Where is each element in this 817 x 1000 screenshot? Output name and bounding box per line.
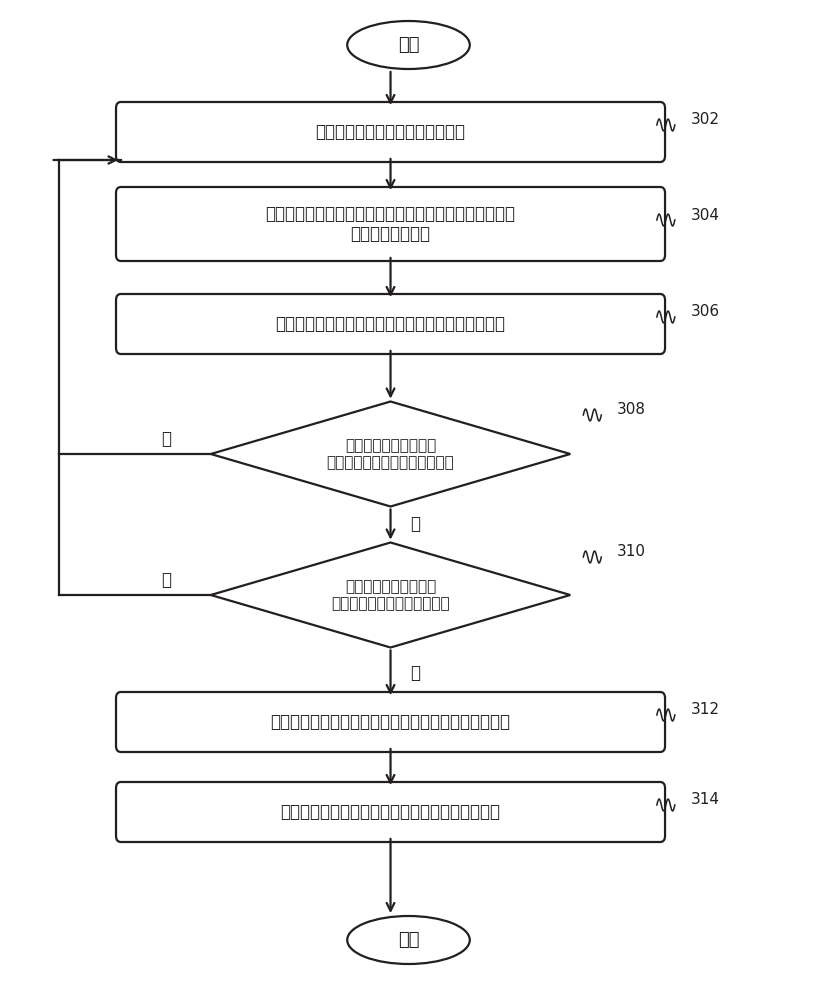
Text: 306: 306 (690, 304, 720, 320)
Polygon shape (211, 542, 570, 648)
FancyBboxPatch shape (116, 782, 665, 842)
Text: 是: 是 (410, 664, 420, 682)
Text: 将所述第二数据类型下的数据传输速度降低至预定速度: 将所述第二数据类型下的数据传输速度降低至预定速度 (270, 713, 511, 731)
Text: 302: 302 (690, 112, 719, 127)
Text: 根据调度策略选择信息，在多个数据调度策略中选择数据
流量监测传输策略: 根据调度策略选择信息，在多个数据调度策略中选择数据 流量监测传输策略 (266, 205, 516, 243)
Text: 312: 312 (690, 702, 719, 718)
Ellipse shape (347, 916, 470, 964)
FancyBboxPatch shape (116, 187, 665, 261)
Text: 304: 304 (690, 208, 719, 223)
Text: 在管理信息区中获取配电业务数据: 在管理信息区中获取配电业务数据 (315, 123, 466, 141)
Ellipse shape (347, 21, 470, 69)
FancyBboxPatch shape (116, 692, 665, 752)
Text: 308: 308 (617, 402, 645, 418)
Text: 判断所述配电业务数据
的数据类型是否为第一数据类型: 判断所述配电业务数据 的数据类型是否为第一数据类型 (327, 438, 454, 470)
Text: 310: 310 (617, 544, 645, 560)
Text: 结束: 结束 (398, 931, 419, 949)
Text: 否: 否 (161, 430, 171, 448)
Text: 是: 是 (410, 516, 420, 533)
FancyBboxPatch shape (116, 102, 665, 162)
Polygon shape (211, 401, 570, 506)
Text: 开始: 开始 (398, 36, 419, 54)
Text: 判断所述配电业务数据
的数据量是否达到第一预定値: 判断所述配电业务数据 的数据量是否达到第一预定値 (331, 579, 450, 611)
Text: 将所述配电业务数据分配至对应数据类型的存储位置: 将所述配电业务数据分配至对应数据类型的存储位置 (275, 315, 506, 333)
Text: 否: 否 (161, 571, 171, 589)
FancyBboxPatch shape (116, 294, 665, 354)
Text: 314: 314 (690, 792, 719, 808)
Text: 优先传输所述第一数据类型下的所述配电业务数据: 优先传输所述第一数据类型下的所述配电业务数据 (280, 803, 501, 821)
